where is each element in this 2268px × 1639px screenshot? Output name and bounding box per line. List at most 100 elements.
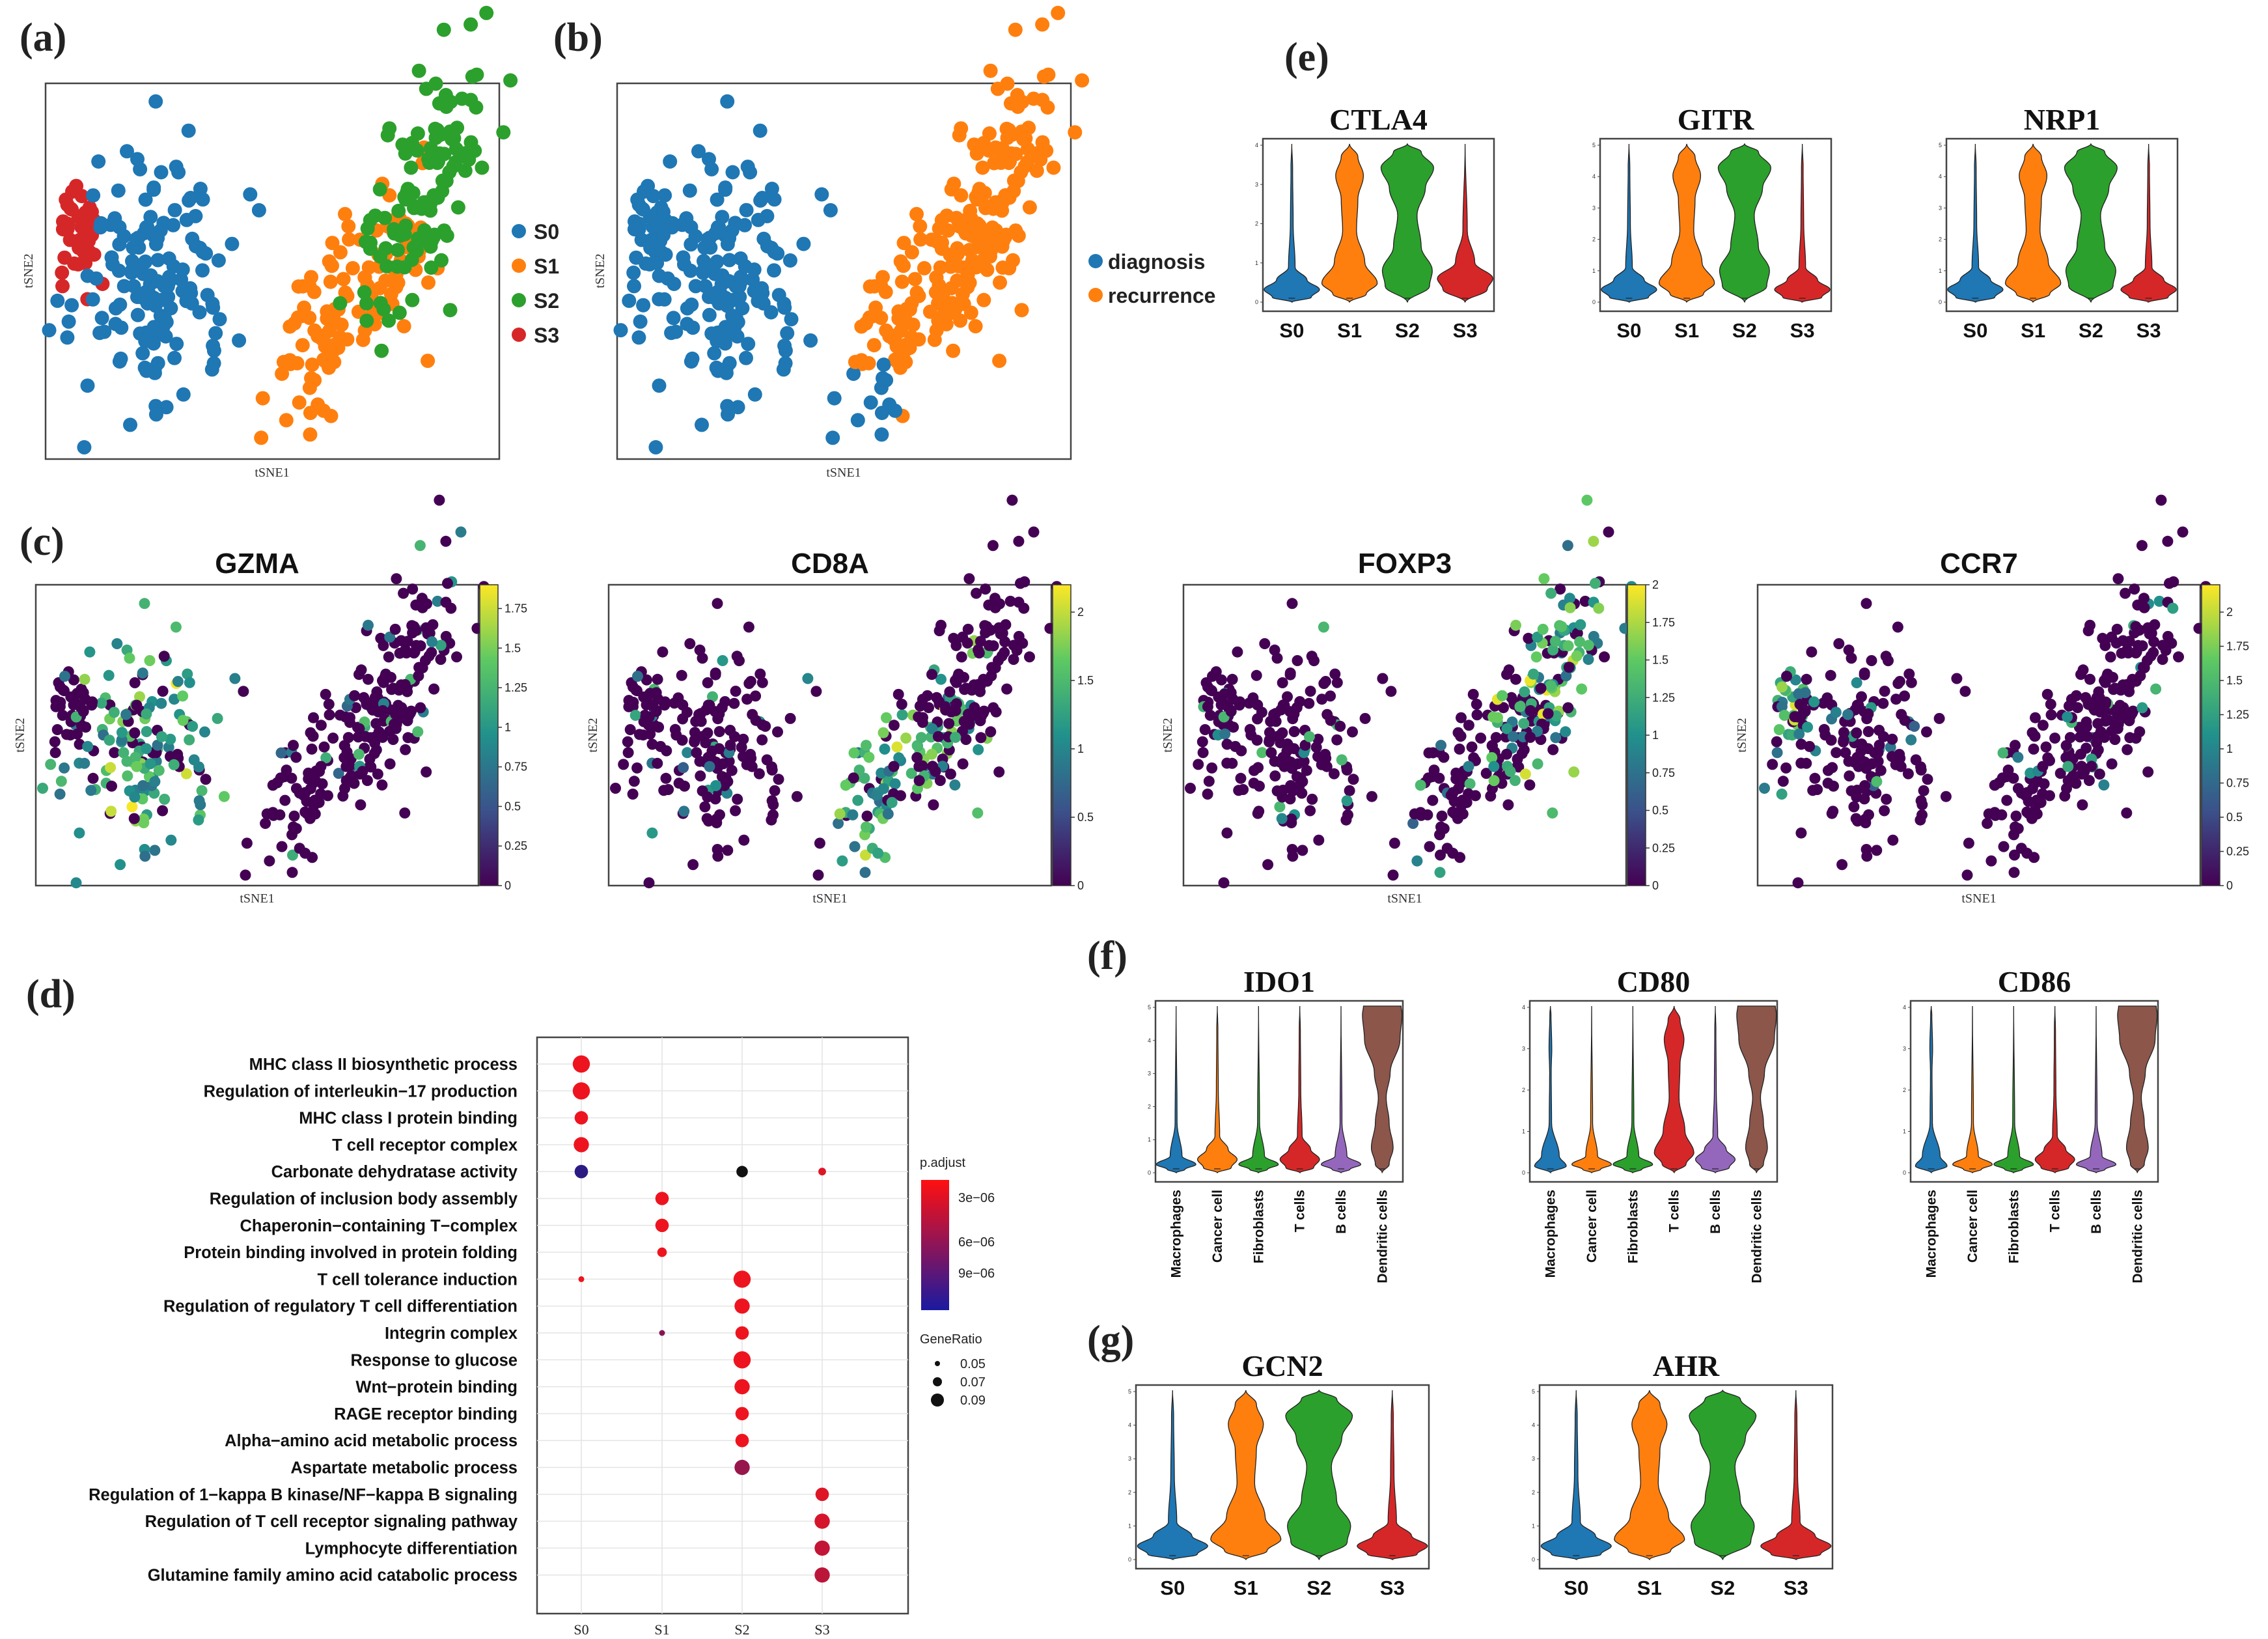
expression-point (297, 789, 309, 801)
tsne-point-s0 (232, 333, 247, 348)
expression-point (109, 747, 120, 759)
expression-point (669, 697, 680, 709)
dotplot-point (734, 1379, 750, 1395)
expression-point (1851, 791, 1862, 803)
expression-point (1423, 747, 1435, 759)
expression-point (313, 796, 325, 808)
expression-point (363, 619, 374, 631)
expression-point (177, 714, 189, 726)
y-tick: 2 (1148, 1103, 1151, 1110)
expression-point (286, 867, 298, 878)
expression-point (1830, 707, 1842, 718)
tsne-point-s0 (169, 337, 184, 352)
dotplot-point (657, 1247, 667, 1257)
expression-point (1545, 587, 1557, 599)
expression-point (286, 772, 297, 784)
tsne-point-s2 (439, 100, 454, 114)
expression-point (384, 758, 396, 770)
expression-point (1344, 785, 1355, 796)
tsne-point-s0 (130, 290, 145, 304)
expression-point (1018, 602, 1030, 614)
expression-point (711, 817, 723, 828)
expression-point (1776, 789, 1788, 800)
violin-plot-ido1: IDO1 0 1 2 3 4 5 Macrophages Cancer cell Fibrobla… (1148, 965, 1404, 1283)
expression-point (327, 733, 339, 744)
expression-point (1377, 673, 1389, 684)
go-term-label: Glutamine family amino acid catabolic pr… (148, 1567, 518, 1585)
tsne-point-diagnosis (741, 337, 756, 352)
expression-point (678, 805, 690, 817)
tsne-point-diagnosis (652, 378, 667, 393)
violin-plot-cd80: CD80 0 1 2 3 4 Macrophages Cancer cell Fibroblas… (1522, 965, 1778, 1283)
tsne-point-diagnosis (656, 204, 671, 219)
violin-category: S2 (1307, 1576, 1331, 1599)
tsne-point-diagnosis (730, 400, 745, 415)
expression-point (741, 759, 753, 770)
expression-point (655, 740, 667, 752)
expression-point (2157, 654, 2168, 665)
expression-point (137, 667, 148, 679)
tsne-point-s3 (62, 232, 77, 247)
expression-point (1024, 651, 1035, 663)
expression-point (1833, 638, 1845, 649)
tsne-point-recurrence (976, 292, 991, 307)
violin-category: Macrophages (1169, 1190, 1184, 1278)
expression-point (957, 631, 969, 643)
expression-point (1457, 808, 1469, 820)
tsne-point-diagnosis (739, 203, 754, 217)
expression-point (1287, 850, 1299, 862)
expression-point (1288, 708, 1300, 720)
tsne-point-diagnosis (709, 360, 724, 375)
expression-point (863, 751, 875, 763)
expression-point (2097, 632, 2109, 644)
expression-point (1593, 602, 1605, 614)
tsne-point-s1 (333, 245, 348, 260)
tsne-point-recurrence (1006, 253, 1020, 268)
tsne-point-s2 (368, 208, 383, 223)
expression-point (371, 686, 383, 697)
expression-point (928, 799, 939, 811)
tsne-point-s2 (359, 313, 374, 328)
expression-point (414, 540, 426, 552)
expression-point (712, 598, 723, 609)
expression-point (1316, 693, 1328, 705)
expression-point (1488, 761, 1500, 772)
expression-point (1193, 759, 1204, 770)
expression-point (1422, 809, 1433, 820)
y-tick: 2 (1255, 221, 1258, 227)
expression-point (1305, 686, 1316, 697)
expression-point (145, 758, 156, 770)
expression-point (407, 583, 419, 595)
expression-point (1230, 740, 1241, 752)
tsne-point-s0 (176, 387, 191, 402)
expression-point (999, 636, 1011, 648)
expression-point (922, 690, 933, 701)
expression-point (434, 494, 445, 506)
expression-point (1887, 834, 1899, 846)
tsne-point-s1 (283, 319, 297, 334)
expression-point (1331, 677, 1343, 688)
expression-point (399, 807, 411, 819)
tsne-point-s2 (463, 135, 478, 150)
expression-point (157, 805, 169, 817)
expression-point (359, 731, 371, 742)
expression-point (641, 674, 652, 686)
expression-point (159, 793, 171, 805)
tsne-point-s1 (304, 371, 318, 385)
expression-point (1497, 690, 1508, 701)
tsne-point-recurrence (958, 222, 973, 236)
expression-point (1325, 714, 1336, 726)
expression-point (276, 841, 288, 852)
expression-point (962, 623, 974, 635)
expression-point (1963, 837, 1974, 849)
dotplot-point (574, 1164, 588, 1179)
expression-point (859, 867, 871, 878)
expression-point (713, 726, 725, 737)
violin-title-ctla4: CTLA4 (1329, 103, 1428, 136)
expression-point (1436, 810, 1448, 822)
tsne-point-diagnosis (770, 246, 785, 261)
go-term-label: Carbonate dehydratase activity (271, 1163, 518, 1181)
expression-point (1989, 779, 2000, 791)
expression-point (2164, 578, 2175, 589)
tsne-point-s1 (279, 413, 294, 428)
